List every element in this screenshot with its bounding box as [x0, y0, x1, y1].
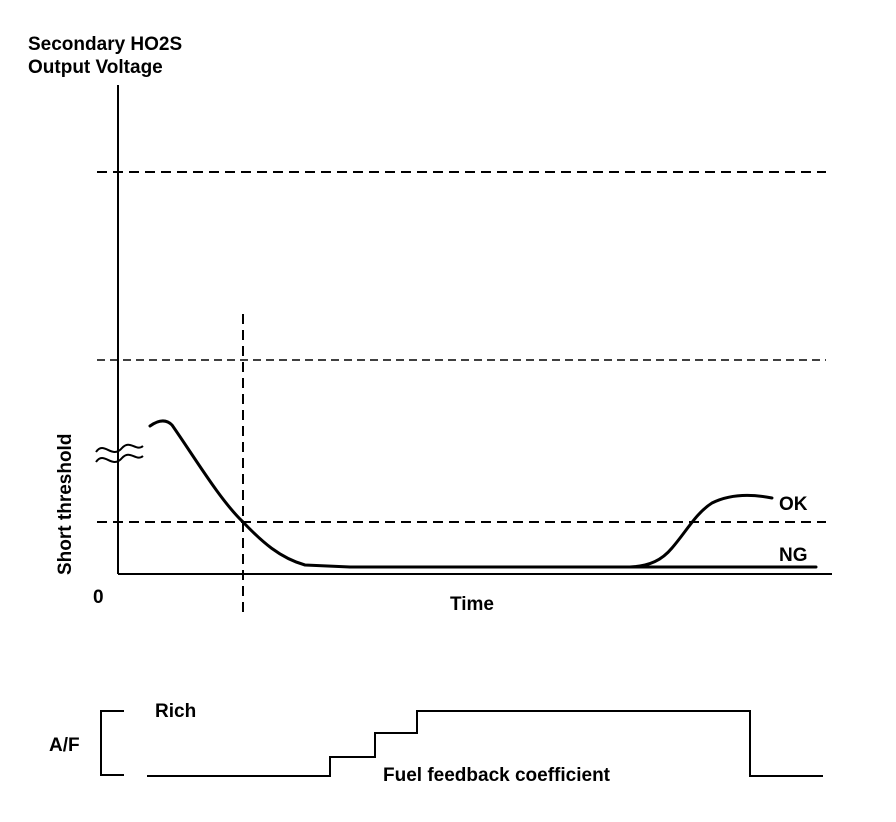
axis-break-mark-upper — [95, 443, 144, 453]
af-bracket — [100, 710, 124, 776]
axis-break-mark-lower — [95, 453, 144, 463]
af-label: A/F — [49, 735, 80, 756]
origin-label: 0 — [93, 587, 104, 608]
fuel-feedback-coefficient-label: Fuel feedback coefficient — [383, 765, 611, 786]
curve-label-ng: NG — [779, 545, 808, 566]
y-axis-title-line1: Secondary HO2S — [28, 34, 182, 55]
curve-label-ok: OK — [779, 494, 808, 515]
short-threshold-label: Short threshold — [55, 434, 76, 575]
y-axis-title-line2: Output Voltage — [28, 57, 163, 78]
ho2s-voltage-curve-common — [148, 419, 352, 569]
x-axis-label: Time — [450, 594, 494, 615]
rich-label: Rich — [155, 701, 196, 722]
ho2s-voltage-curve-ok — [348, 493, 774, 569]
fuel-feedback-coefficient-signal — [147, 710, 823, 777]
